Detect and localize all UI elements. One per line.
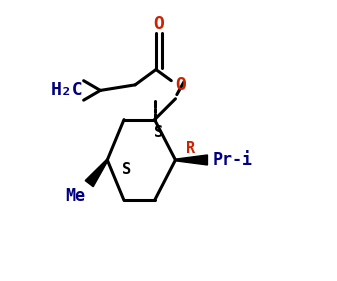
Text: R: R [186,141,195,156]
Polygon shape [85,160,108,187]
Text: H₂C: H₂C [51,81,83,99]
Text: O: O [176,76,186,94]
Text: O: O [153,15,164,33]
Text: Me: Me [65,187,85,205]
Text: S: S [154,125,163,140]
Polygon shape [176,155,208,165]
Text: Pr-i: Pr-i [213,151,253,169]
Text: S: S [122,162,131,177]
